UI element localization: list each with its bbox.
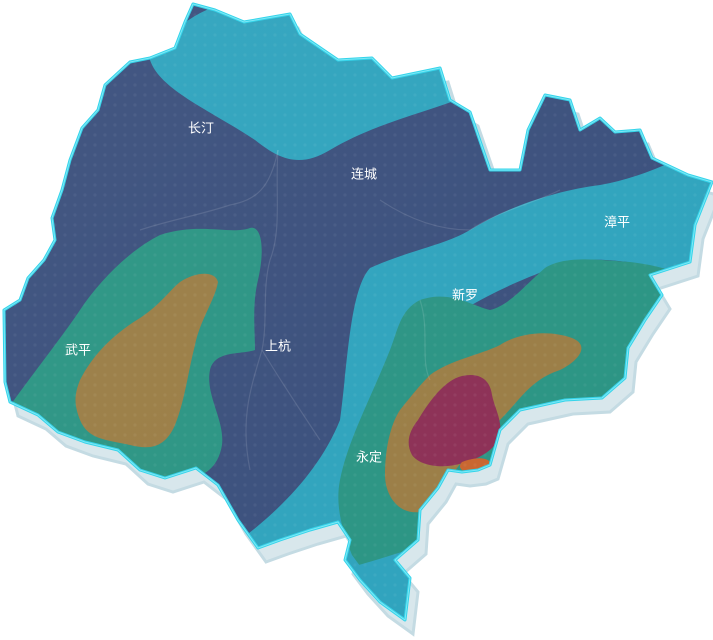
city-label-shanghang[interactable]: 上杭	[265, 338, 291, 353]
city-label-zhangping[interactable]: 漳平	[604, 214, 630, 229]
county-boundaries	[139, 149, 561, 471]
city-label-xinluo[interactable]: 新罗	[452, 287, 478, 302]
city-label-changting[interactable]: 长汀	[188, 120, 214, 135]
city-label-liancheng[interactable]: 连城	[351, 166, 377, 181]
city-label-yongding[interactable]: 永定	[356, 449, 382, 464]
city-label-wuping[interactable]: 武平	[65, 342, 91, 357]
city-labels: 长汀 连城 漳平 新罗 武平 上杭 永定	[65, 120, 630, 464]
